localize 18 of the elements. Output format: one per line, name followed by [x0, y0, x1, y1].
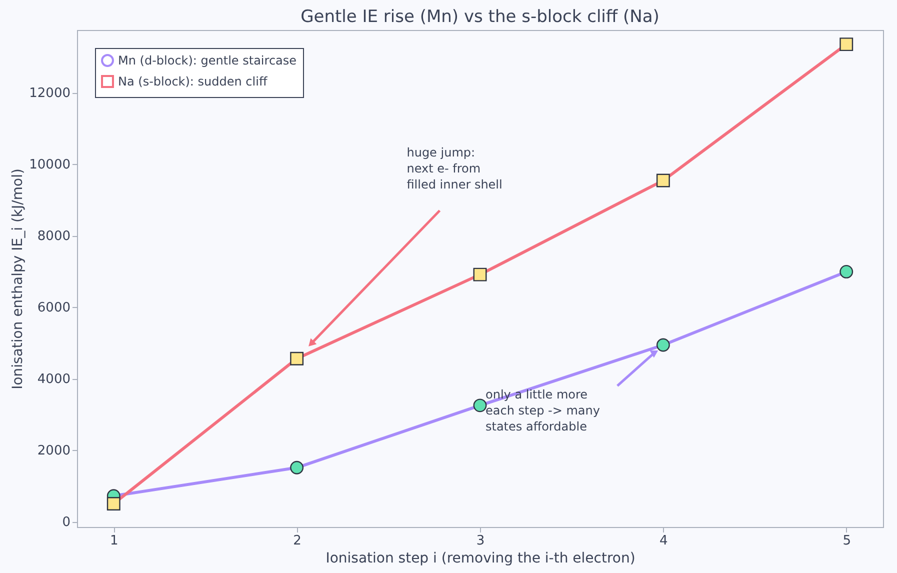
y-tick-label: 6000 [37, 300, 70, 316]
x-tick-label: 1 [110, 534, 118, 548]
x-tick-label: 3 [476, 534, 485, 548]
legend-label: Na (s-block): sudden cliff [118, 74, 268, 88]
annotation: huge jump: next e- from filled inner shell [406, 146, 502, 192]
y-tick-label: 10000 [29, 158, 70, 173]
x-tick-label: 5 [842, 534, 852, 548]
y-tick-label: 4000 [37, 372, 70, 388]
y-tick-label: 8000 [37, 229, 70, 244]
legend-label: Mn (d-block): gentle staircase [118, 54, 297, 68]
y-tick-label: 0 [62, 515, 70, 530]
y-axis-title: Ionisation enthalpy IE_i (kJ/mol) [10, 168, 26, 390]
x-tick-label: 4 [660, 534, 668, 548]
y-tick-label: 2000 [37, 444, 70, 459]
y-tick-label: 12000 [29, 86, 70, 102]
x-tick-label: 2 [293, 534, 302, 548]
chart-title: Gentle IE rise (Mn) vs the s-block cliff (Na) [300, 7, 660, 27]
x-axis-title: Ionisation step i (removing the i-th electron) [326, 550, 636, 566]
